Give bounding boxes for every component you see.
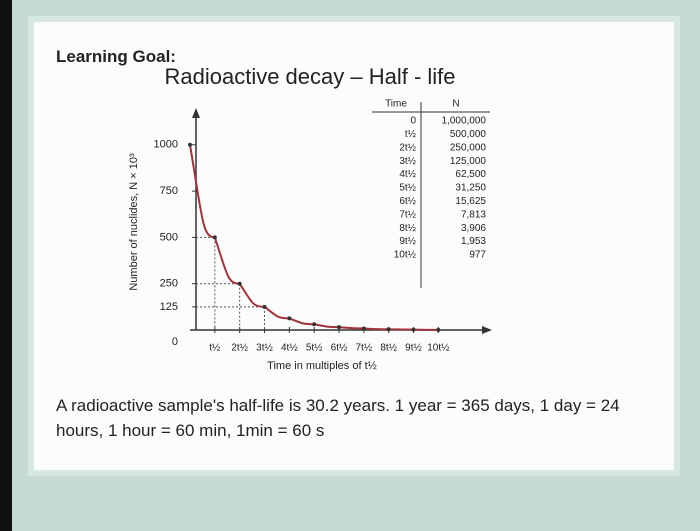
data-point [287, 316, 292, 321]
x-axis-label: Time in multiples of t½ [267, 360, 377, 372]
decay-curve [189, 144, 439, 331]
data-point [237, 281, 242, 286]
caption: A radioactive sample's half-life is 30.2… [56, 396, 620, 440]
x-tick-label: 8t½ [380, 343, 397, 354]
table-cell: 2t½ [399, 142, 416, 153]
table-cell: 62,500 [455, 169, 486, 180]
data-point [262, 304, 267, 309]
y-axis-label: Number of nuclides, N × 10³ [128, 153, 140, 291]
chart-title: Radioactive decay – Half - life [164, 64, 455, 89]
slide [34, 22, 674, 470]
screen-edge [0, 0, 12, 531]
table-cell: 3t½ [399, 156, 416, 167]
x-tick-label: 9t½ [405, 343, 422, 354]
table-cell: 977 [469, 250, 486, 261]
y-arrow [192, 108, 200, 118]
table-cell: 4t½ [399, 169, 416, 180]
x-tick-label: 10t½ [427, 343, 450, 354]
table-cell: 1,953 [461, 236, 486, 247]
table-cell: 9t½ [399, 236, 416, 247]
data-point [212, 235, 217, 240]
table-cell: 7t½ [399, 209, 416, 220]
y-tick-label: 500 [160, 231, 178, 243]
y-tick-label: 125 [160, 301, 178, 313]
table-cell: 6t½ [399, 196, 416, 207]
heading: Learning Goal: [56, 47, 176, 66]
x-tick-label: 5t½ [306, 343, 323, 354]
x-tick-label: 6t½ [331, 343, 348, 354]
table-cell: 5t½ [399, 183, 416, 194]
y-tick-label: 750 [160, 185, 178, 197]
y-tick-label: 250 [160, 278, 178, 290]
y-tick-label: 1000 [154, 139, 178, 151]
data-point [386, 327, 391, 332]
data-point [188, 142, 192, 147]
y-tick-label: 0 [172, 336, 178, 348]
data-point [436, 327, 441, 332]
table-cell: 7,813 [461, 209, 486, 220]
data-point [312, 322, 317, 327]
table-cell: t½ [405, 129, 417, 140]
x-arrow [482, 326, 492, 334]
table-cell: 10t½ [394, 250, 417, 261]
x-tick-label: t½ [209, 343, 221, 354]
table-cell: 500,000 [450, 129, 487, 140]
table-cell: 31,250 [455, 183, 486, 194]
table-header: Time [385, 99, 407, 110]
table-cell: 15,625 [455, 196, 486, 207]
table-cell: 125,000 [450, 156, 487, 167]
x-tick-label: 2t½ [231, 343, 248, 354]
data-point [411, 327, 416, 332]
table-cell: 0 [410, 116, 416, 127]
x-tick-label: 3t½ [256, 343, 273, 354]
data-point [361, 326, 366, 331]
table-cell: 250,000 [450, 142, 487, 153]
table-cell: 1,000,000 [442, 116, 487, 127]
data-point [337, 325, 341, 330]
x-tick-label: 7t½ [355, 343, 372, 354]
table-header: N [452, 99, 459, 110]
table-cell: 3,906 [461, 223, 486, 234]
table-cell: 8t½ [399, 223, 416, 234]
x-tick-label: 4t½ [281, 343, 298, 354]
